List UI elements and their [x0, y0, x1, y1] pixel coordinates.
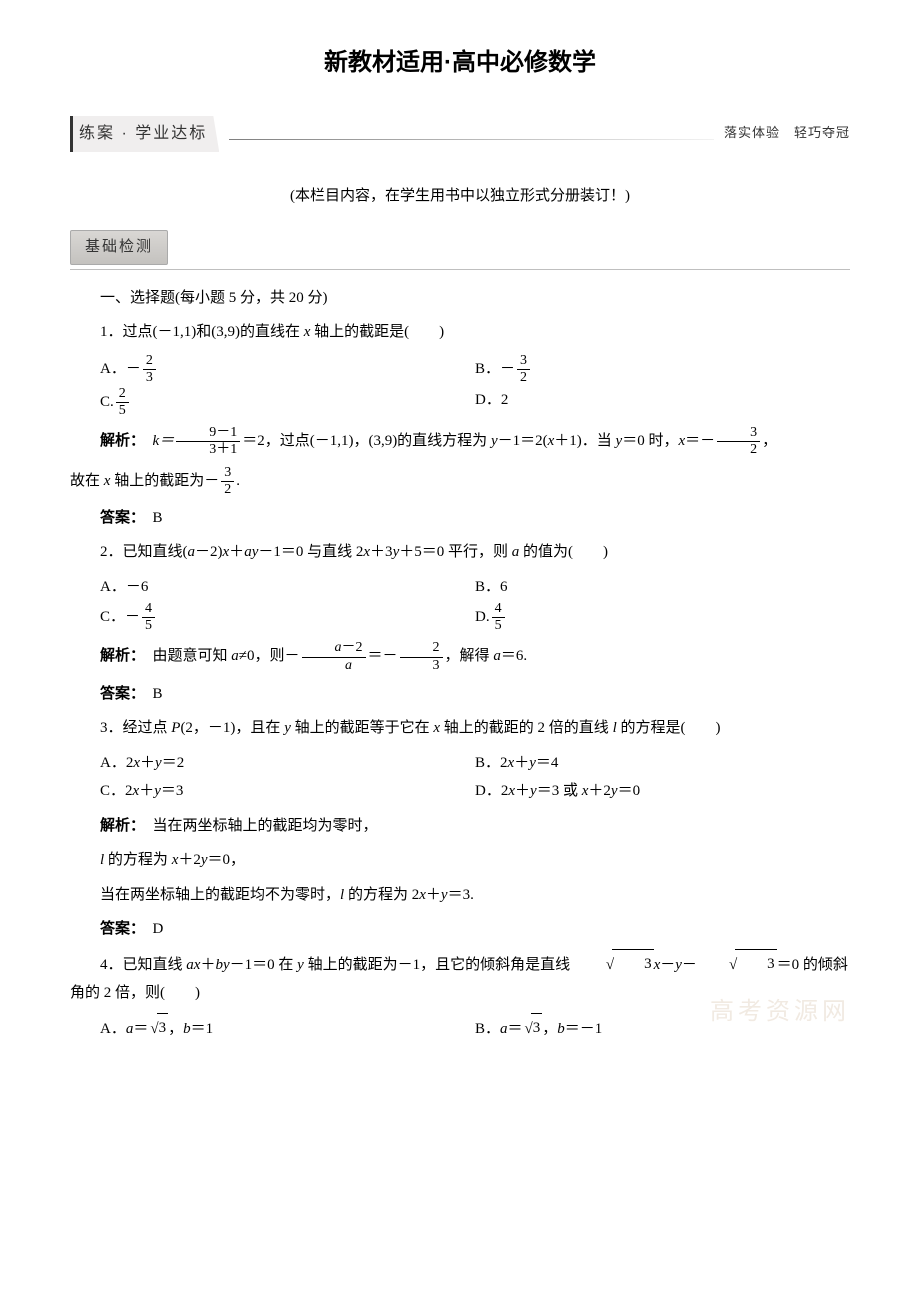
q1-solution-line1: 解析： k＝9－13＋1＝2，过点(－1,1)，(3,9)的直线方程为 y－1＝… [70, 425, 850, 458]
q1-choice-b: B．－32 [475, 353, 850, 386]
q2-choices-row2: C．－45 D.45 [100, 601, 850, 634]
q3-solution-line3: 当在两坐标轴上的截距均不为零时，l 的方程为 2x＋y＝3. [70, 881, 850, 910]
sub-note: (本栏目内容，在学生用书中以独立形式分册装订！) [70, 182, 850, 211]
q2-choices-row1: A．－6 B．6 [100, 573, 850, 602]
q2-solution: 解析： 由题意可知 a≠0，则－a－2a＝－23，解得 a＝6. [70, 640, 850, 673]
banner-right: 落实体验 轻巧夺冠 [724, 121, 850, 146]
banner-divider [229, 139, 714, 140]
q1-choices-row2: C.25 D．2 [100, 386, 850, 419]
q2-choice-d: D.45 [475, 601, 850, 634]
q3-choice-d: D．2x＋y＝3 或 x＋2y＝0 [475, 777, 850, 806]
q1-choice-d: D．2 [475, 386, 850, 419]
section-divider [70, 269, 850, 270]
q4-stem: 4．已知直线 ax＋by－1＝0 在 y 轴上的截距为－1，且它的倾斜角是直线 … [70, 950, 850, 1008]
q1-choices-row1: A．－23 B．－32 [100, 353, 850, 386]
q3-solution-line2: l 的方程为 x＋2y＝0， [70, 846, 850, 875]
q2-choice-b: B．6 [475, 573, 850, 602]
q1-choice-a: A．－23 [100, 353, 475, 386]
q4-choice-b: B．a＝3，b＝－1 [475, 1014, 850, 1044]
q3-answer: 答案： D [70, 915, 850, 944]
q2-choice-c: C．－45 [100, 601, 475, 634]
part-heading: 一、选择题(每小题 5 分，共 20 分) [70, 284, 850, 313]
q3-choice-c: C．2x＋y＝3 [100, 777, 475, 806]
q4-choices-row1: A．a＝3，b＝1 B．a＝3，b＝－1 [100, 1014, 850, 1044]
q3-choice-a: A．2x＋y＝2 [100, 749, 475, 778]
q1-answer: 答案： B [70, 504, 850, 533]
banner: 练案 · 学业达标 落实体验 轻巧夺冠 [70, 116, 850, 152]
q1-solution-line2: 故在 x 轴上的截距为－32. [70, 465, 850, 498]
q1-choice-c: C.25 [100, 386, 475, 419]
q3-choices-row2: C．2x＋y＝3 D．2x＋y＝3 或 x＋2y＝0 [100, 777, 850, 806]
page-title: 新教材适用·高中必修数学 [70, 40, 850, 86]
q1-stem: 1．过点(－1,1)和(3,9)的直线在 x 轴上的截距是( ) [70, 318, 850, 347]
q2-choice-a: A．－6 [100, 573, 475, 602]
q3-stem: 3．经过点 P(2，－1)，且在 y 轴上的截距等于它在 x 轴上的截距的 2 … [70, 714, 850, 743]
section-badge: 基础检测 [70, 230, 168, 265]
q3-choice-b: B．2x＋y＝4 [475, 749, 850, 778]
q2-stem: 2．已知直线(a－2)x＋ay－1＝0 与直线 2x＋3y＋5＝0 平行，则 a… [70, 538, 850, 567]
q2-answer: 答案： B [70, 680, 850, 709]
q4-choice-a: A．a＝3，b＝1 [100, 1014, 475, 1044]
q3-solution-line1: 解析： 当在两坐标轴上的截距均为零时， [70, 812, 850, 841]
q3-choices-row1: A．2x＋y＝2 B．2x＋y＝4 [100, 749, 850, 778]
banner-left: 练案 · 学业达标 [70, 116, 219, 152]
